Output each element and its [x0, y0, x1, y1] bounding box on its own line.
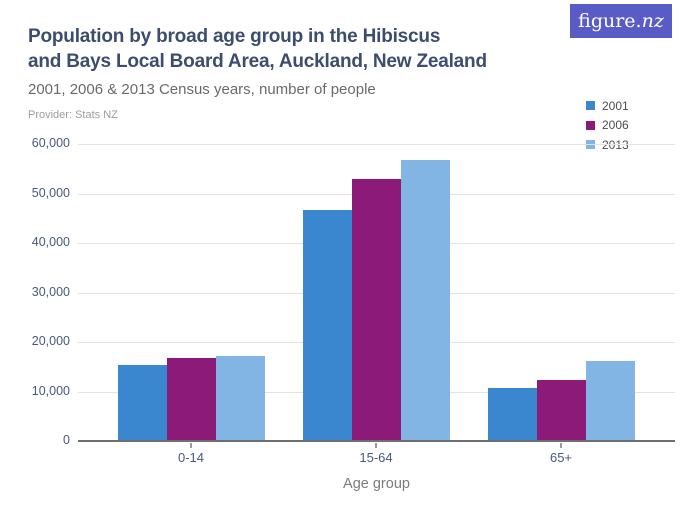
- page-title-line1: Population by broad age group in the Hib…: [28, 26, 441, 47]
- chart: 0 10,000 20,000 30,000 40,000 50,000 60,000 0-1…: [0, 130, 700, 525]
- logo-text-suffix: nz: [641, 10, 664, 32]
- legend-label-2006: 2006: [602, 118, 629, 133]
- gridline-60000: [78, 144, 675, 145]
- bar-2001-65+[interactable]: [487, 387, 537, 441]
- y-tick-label-20000: 20,000: [31, 334, 70, 348]
- bar-2006-0-14[interactable]: [166, 357, 216, 441]
- bar-2013-15-64[interactable]: [400, 159, 450, 441]
- x-tick-15-64: [375, 443, 377, 448]
- bar-2006-65+[interactable]: [536, 380, 586, 441]
- bar-2001-0-14[interactable]: [117, 365, 167, 441]
- legend-item-2006[interactable]: 2006: [586, 116, 629, 136]
- x-axis-line: [78, 440, 675, 442]
- provider-label: Provider: Stats NZ: [28, 109, 118, 121]
- bar-2013-65+[interactable]: [585, 360, 635, 441]
- legend-item-2001[interactable]: 2001: [586, 96, 629, 116]
- x-category-label-0-14: 0-14: [177, 450, 205, 465]
- chart-header: Population by broad age group in the Hib…: [28, 24, 498, 121]
- bar-2013-0-14[interactable]: [215, 356, 265, 441]
- legend-label-2001: 2001: [602, 98, 629, 113]
- bar-2001-15-64[interactable]: [302, 210, 352, 441]
- y-tick-label-60000: 60,000: [31, 136, 70, 150]
- x-axis-title: Age group: [343, 476, 410, 492]
- y-tick-label-50000: 50,000: [31, 185, 70, 200]
- bar-2006-15-64[interactable]: [351, 178, 401, 441]
- legend-swatch-2006: [586, 120, 595, 130]
- chart-subtitle: 2001, 2006 & 2013 Census years, number o…: [28, 81, 376, 98]
- y-tick-label-0: 0: [63, 433, 70, 447]
- y-tick-label-10000: 10,000: [31, 383, 70, 398]
- page-title-line2: and Bays Local Board Area, Auckland, New…: [28, 51, 487, 72]
- y-tick-label-40000: 40,000: [31, 235, 70, 249]
- logo-text-main: figure.: [578, 10, 642, 32]
- x-category-label-65+: 65+: [549, 450, 573, 465]
- x-tick-0-14: [190, 443, 192, 448]
- legend-swatch-2001: [586, 101, 595, 111]
- figurenz-logo[interactable]: figure. nz: [570, 4, 672, 38]
- y-tick-label-30000: 30,000: [31, 284, 70, 299]
- x-category-label-15-64: 15-64: [359, 450, 393, 465]
- x-tick-65+: [560, 443, 562, 448]
